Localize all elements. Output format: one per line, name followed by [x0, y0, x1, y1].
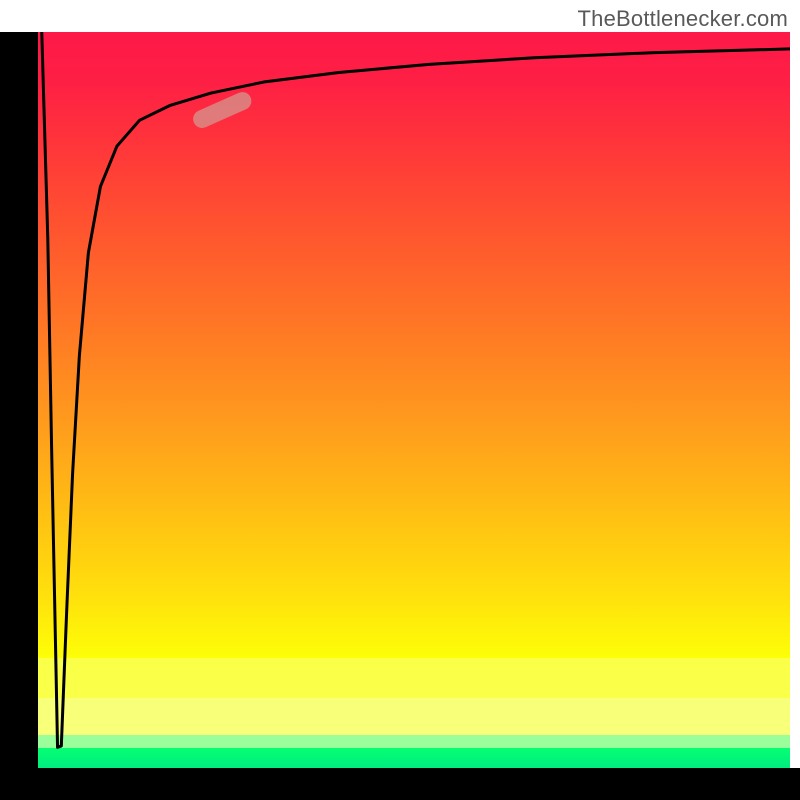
frame-bottom-bar: [0, 768, 800, 800]
attribution-text: TheBottlenecker.com: [578, 6, 788, 32]
frame-left-bar: [0, 32, 38, 768]
curve-svg: [38, 32, 790, 768]
root-container: TheBottlenecker.com: [0, 0, 800, 800]
bottleneck-curve: [42, 32, 790, 747]
plot-area: [38, 32, 790, 768]
